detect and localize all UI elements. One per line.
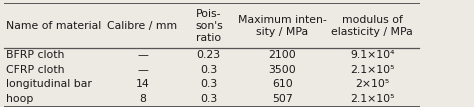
Text: 3500: 3500 [268,65,296,75]
Text: 0.23: 0.23 [197,50,221,60]
Text: 2100: 2100 [268,50,296,60]
Text: 9.1×10⁴: 9.1×10⁴ [350,50,394,60]
Text: 2.1×10⁵: 2.1×10⁵ [350,94,394,104]
Text: 610: 610 [272,79,292,89]
Text: 14: 14 [136,79,149,89]
Text: 2×10⁵: 2×10⁵ [356,79,389,89]
Text: hoop: hoop [6,94,33,104]
Text: 0.3: 0.3 [200,79,218,89]
Text: Name of material: Name of material [6,21,101,31]
Text: Pois-
son's
ratio: Pois- son's ratio [195,9,223,43]
Text: 0.3: 0.3 [200,65,218,75]
Text: —: — [137,65,148,75]
Text: BFRP cloth: BFRP cloth [6,50,64,60]
Text: modulus of
elasticity / MPa: modulus of elasticity / MPa [331,15,413,37]
Text: CFRP cloth: CFRP cloth [6,65,64,75]
Text: 507: 507 [272,94,292,104]
Text: 2.1×10⁵: 2.1×10⁵ [350,65,394,75]
Text: Calibre / mm: Calibre / mm [108,21,177,31]
Text: 8: 8 [139,94,146,104]
Text: —: — [137,50,148,60]
Text: Maximum inten-
sity / MPa: Maximum inten- sity / MPa [238,15,327,37]
Text: longitudinal bar: longitudinal bar [6,79,91,89]
Text: 0.3: 0.3 [200,94,218,104]
